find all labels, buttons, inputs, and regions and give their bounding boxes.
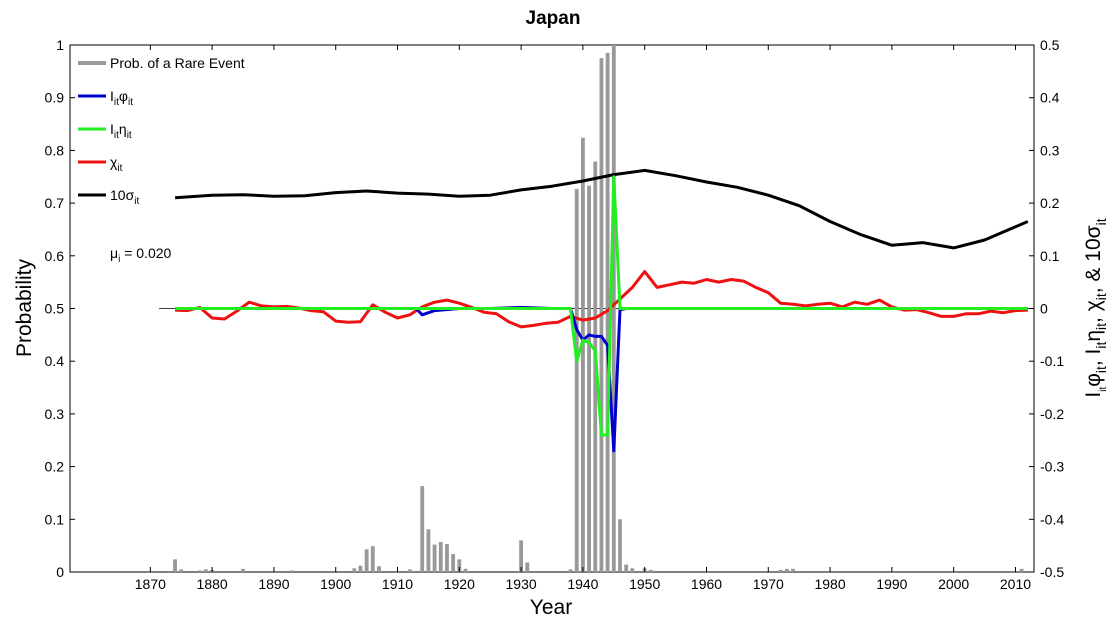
series-line-sigma [174, 168, 1029, 250]
bar-1903 [352, 568, 357, 572]
bar-1906 [370, 546, 375, 572]
x-tick-label-1870: 1870 [135, 576, 166, 592]
bar-1947 [624, 564, 629, 572]
bar-1905 [364, 549, 369, 572]
bar-1904 [358, 565, 363, 572]
legend-label-eta: Iitηit [110, 121, 132, 141]
bar-1930 [519, 540, 524, 572]
x-tick-label-1940: 1940 [567, 576, 598, 592]
y-right-tick-label: 0 [1040, 301, 1048, 317]
y-left-tick-label: 0.2 [45, 459, 65, 475]
bar-1973 [784, 568, 789, 572]
x-tick-label-2000: 2000 [938, 576, 969, 592]
series-line-eta [175, 175, 1028, 437]
bar-1907 [377, 566, 381, 572]
bar-1941 [587, 185, 591, 573]
x-tick-label-1950: 1950 [629, 576, 660, 592]
y-axis-label-right: Iitφit, Iitηit, χit, & 10σit [1082, 218, 1109, 397]
y-left-tick-label: 0.8 [45, 142, 65, 158]
y-right-tick-label: 0.5 [1040, 37, 1060, 53]
bar-1912 [407, 569, 412, 572]
bar-1931 [525, 562, 530, 572]
bar-1878 [197, 570, 202, 572]
bar-1948 [630, 568, 635, 572]
bar-1874 [173, 559, 177, 572]
bar-1893 [290, 570, 295, 572]
x-tick-label-1990: 1990 [876, 576, 907, 592]
annotation-mu: μi = 0.020 [110, 245, 172, 265]
y-right-tick-label: -0.2 [1040, 406, 1064, 422]
lines-group [174, 168, 1029, 453]
y-axis-label-left: Probability [13, 258, 36, 357]
bar-1915 [426, 529, 431, 572]
bar-1875 [179, 569, 184, 572]
legend: Prob. of a Rare Event Iitφit Iitηit χit … [78, 55, 245, 207]
bar-1885 [241, 568, 245, 572]
y-right-tick-label: -0.3 [1040, 459, 1064, 475]
x-tick-label-1970: 1970 [753, 576, 784, 592]
bar-1920 [457, 559, 462, 572]
x-tick-label-1960: 1960 [691, 576, 722, 592]
y-right-tick-label: -0.1 [1040, 353, 1064, 369]
y-right-tick-label: 0.1 [1040, 248, 1060, 264]
bar-1917 [438, 541, 443, 572]
legend-label-chi: χit [110, 154, 123, 174]
bar-1921 [463, 568, 468, 572]
x-tick-label-1910: 1910 [382, 576, 413, 592]
y-right-tick-label: -0.5 [1040, 564, 1064, 580]
y-left-tick-label: 1 [56, 37, 64, 53]
y-right-tick-label: 0.4 [1040, 90, 1060, 106]
series-line-phi [175, 305, 1028, 453]
series-line-chi [175, 270, 1028, 329]
y-left-tick-label: 0.7 [45, 195, 65, 211]
bar-1951 [648, 569, 653, 572]
bar-1938 [568, 569, 573, 572]
x-tick-label-2010: 2010 [1000, 576, 1031, 592]
y-right-tick-label: 0.2 [1040, 195, 1060, 211]
chart-title: Japan [526, 8, 581, 29]
legend-label-sigma: 10σit [110, 187, 139, 207]
bar-1940 [580, 137, 585, 572]
bar-1939 [574, 188, 579, 572]
y-left-tick-label: 0.5 [45, 301, 65, 317]
y-left-tick-label: 0.1 [45, 511, 65, 527]
bar-1945 [611, 45, 616, 572]
legend-label-phi: Iitφit [110, 88, 133, 108]
legend-label-bars: Prob. of a Rare Event [110, 55, 245, 71]
x-tick-label-1980: 1980 [814, 576, 845, 592]
bar-1946 [618, 519, 622, 572]
x-ticks: 1870 1880 1890 1900 1910 1920 1930 1940 1950 1960… [135, 45, 1031, 592]
y-left-tick-label: 0.3 [45, 406, 65, 422]
bar-2011 [1019, 568, 1024, 572]
y-left-tick-label: 0 [56, 564, 64, 580]
y-ticks-left: 0 0.1 0.2 0.3 0.4 0.5 0.6 0.7 0.8 0.9 1 [45, 37, 75, 580]
y-ticks-right: -0.5 -0.4 -0.3 -0.2 -0.1 0 0.1 0.2 0.3 0.4 0.5 [1029, 37, 1064, 580]
y-left-tick-label: 0.9 [45, 90, 65, 106]
y-left-tick-label: 0.6 [45, 248, 65, 264]
bar-1918 [445, 544, 449, 572]
y-right-tick-label: -0.4 [1040, 511, 1064, 527]
y-right-tick-label: 0.3 [1040, 142, 1060, 158]
bar-1879 [204, 569, 208, 572]
x-tick-label-1880: 1880 [197, 576, 228, 592]
x-tick-label-1890: 1890 [258, 576, 289, 592]
bar-1972 [778, 569, 783, 572]
bar-1944 [605, 52, 610, 572]
x-axis-label: Year [530, 596, 572, 619]
y-left-tick-label: 0.4 [45, 353, 65, 369]
bar-1914 [420, 486, 425, 572]
x-tick-label-1930: 1930 [506, 576, 537, 592]
bar-1974 [791, 568, 795, 572]
x-tick-label-1900: 1900 [320, 576, 351, 592]
bar-1916 [432, 544, 437, 572]
x-tick-label-1920: 1920 [444, 576, 475, 592]
bar-1919 [451, 554, 456, 572]
